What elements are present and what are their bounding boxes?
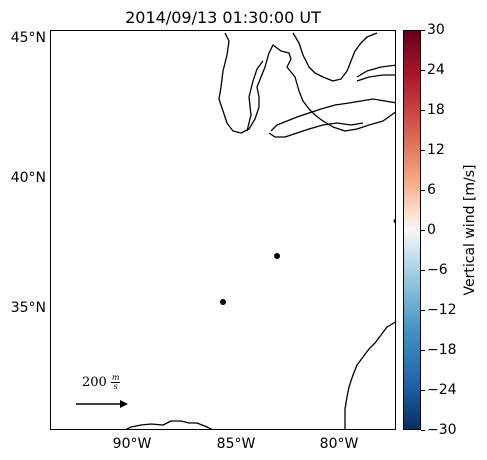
- lake-ontario-south-shore: [356, 74, 395, 82]
- colorbar-label: Vertical wind [m/s]: [462, 164, 478, 296]
- colorbar-tick: [421, 270, 425, 271]
- lake-erie-south-shore: [268, 122, 364, 138]
- colorbar-tick-label: −30: [427, 422, 457, 438]
- colorbar-tick: [421, 110, 425, 111]
- colorbar-tick-label: 30: [427, 22, 445, 38]
- map-panel[interactable]: [50, 30, 396, 430]
- longitude-label: 90°W: [112, 436, 152, 452]
- colorbar-tick: [421, 150, 425, 151]
- lake-michigan-inner-shore: [246, 60, 264, 132]
- lake-erie-shore: [270, 98, 395, 132]
- station-marker[interactable]: [274, 253, 280, 259]
- colorbar: [403, 30, 421, 430]
- latitude-label: 40°N: [10, 170, 46, 186]
- colorbar-tick: [421, 350, 425, 351]
- wind-scale-label: 200 m s: [82, 373, 121, 391]
- latitude-label: 45°N: [10, 30, 46, 46]
- longitude-label: 80°W: [319, 436, 359, 452]
- colorbar-tick-label: 0: [427, 222, 436, 238]
- colorbar-tick: [421, 310, 425, 311]
- lake-huron-shore: [292, 32, 378, 82]
- virginia-coast-fragment: [393, 218, 395, 224]
- plot-title: 2014/09/13 01:30:00 UT: [125, 8, 321, 27]
- atlantic-coast: [344, 321, 395, 429]
- colorbar-tick-label: −12: [427, 302, 457, 318]
- colorbar-tick-label: −18: [427, 342, 457, 358]
- colorbar-tick-label: 12: [427, 142, 445, 158]
- wind-scale-value: 200: [82, 375, 107, 390]
- colorbar-tick: [421, 30, 425, 31]
- wind-scale-arrow: [76, 400, 128, 408]
- longitude-label: 85°W: [216, 436, 256, 452]
- colorbar-tick-label: −6: [427, 262, 448, 278]
- colorbar-tick-label: 24: [427, 62, 445, 78]
- colorbar-tick: [421, 70, 425, 71]
- gulf-coast: [125, 420, 213, 429]
- lake-ontario-shore: [356, 64, 395, 78]
- latitude-label: 35°N: [10, 300, 46, 316]
- colorbar-tick: [421, 190, 425, 191]
- colorbar-tick-label: 18: [427, 102, 445, 118]
- colorbar-tick: [421, 430, 425, 431]
- lake-michigan-coast: [218, 32, 395, 134]
- colorbar-tick-label: −24: [427, 382, 457, 398]
- colorbar-tick-label: 6: [427, 182, 436, 198]
- coastline-layer: [125, 32, 395, 429]
- colorbar-tick: [421, 230, 425, 231]
- station-marker[interactable]: [220, 299, 226, 305]
- colorbar-tick: [421, 390, 425, 391]
